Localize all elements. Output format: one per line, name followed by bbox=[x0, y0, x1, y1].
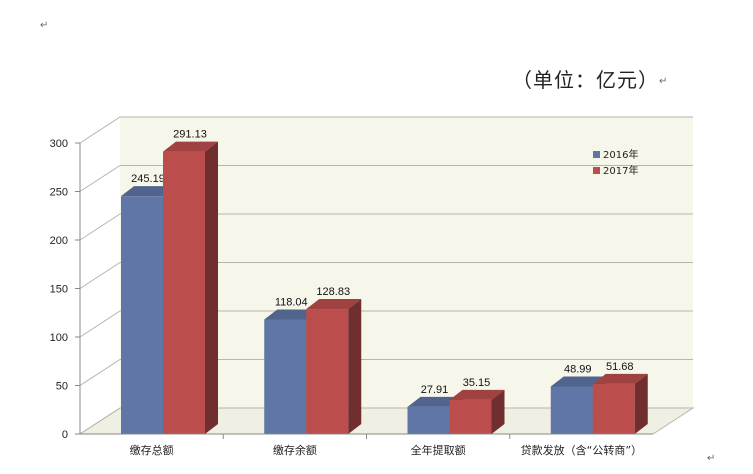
gridline bbox=[79, 359, 693, 386]
bar-top bbox=[306, 299, 362, 310]
bar bbox=[306, 309, 349, 434]
legend-label: 2016年 bbox=[603, 148, 638, 161]
data-label: 27.91 bbox=[421, 384, 449, 396]
gridline bbox=[79, 213, 693, 241]
unit-label: （单位：亿元）↵ bbox=[512, 64, 668, 93]
gridline bbox=[79, 116, 693, 144]
return-mark-top: ↵ bbox=[40, 20, 49, 31]
data-label: 245.19 bbox=[131, 173, 165, 185]
y-tick-label: 250 bbox=[50, 187, 68, 199]
y-tick-label: 200 bbox=[50, 235, 68, 247]
return-mark-bottom: ↵ bbox=[707, 453, 716, 464]
unit-label-text: （单位：亿元） bbox=[512, 68, 659, 92]
data-label: 291.13 bbox=[173, 129, 207, 141]
bar bbox=[163, 151, 205, 435]
y-tick-label: 100 bbox=[50, 332, 68, 344]
y-tick-label: 0 bbox=[62, 429, 68, 441]
legend-swatch bbox=[593, 151, 600, 158]
bar-top bbox=[163, 141, 218, 152]
x-tick-label: 缴存总额 bbox=[130, 443, 174, 457]
bar-side bbox=[634, 373, 648, 434]
y-tick-label: 50 bbox=[56, 381, 68, 393]
bar-side bbox=[205, 141, 218, 435]
bar-top bbox=[449, 389, 505, 400]
bar bbox=[449, 399, 492, 434]
legend-swatch bbox=[593, 167, 600, 174]
bar bbox=[407, 406, 450, 434]
x-tick-label: 缴存余额 bbox=[273, 443, 317, 457]
bar-top bbox=[592, 373, 648, 384]
bar-top bbox=[121, 186, 176, 197]
data-label: 128.83 bbox=[316, 286, 350, 298]
bar bbox=[121, 196, 163, 434]
data-label: 51.68 bbox=[606, 361, 634, 373]
gridline bbox=[79, 262, 693, 289]
bar bbox=[592, 383, 635, 434]
return-mark-unit: ↵ bbox=[659, 76, 669, 87]
bar bbox=[550, 386, 593, 434]
bar-side bbox=[348, 299, 362, 434]
bar-top bbox=[264, 309, 320, 320]
data-label: 35.15 bbox=[463, 377, 491, 389]
x-tick-label: 贷款发放（含“公转商”） bbox=[521, 443, 642, 457]
bar-side bbox=[491, 389, 505, 434]
y-tick-label: 150 bbox=[50, 284, 68, 296]
gridline bbox=[79, 165, 693, 192]
x-tick-label: 全年提取额 bbox=[411, 443, 466, 457]
bar bbox=[264, 319, 307, 434]
data-label: 48.99 bbox=[564, 363, 592, 375]
data-label: 118.04 bbox=[275, 297, 308, 309]
legend-label: 2017年 bbox=[603, 164, 638, 177]
y-tick-label: 300 bbox=[50, 138, 68, 150]
bar-top bbox=[550, 376, 606, 387]
gridline bbox=[79, 310, 693, 338]
bar-top bbox=[407, 396, 463, 407]
